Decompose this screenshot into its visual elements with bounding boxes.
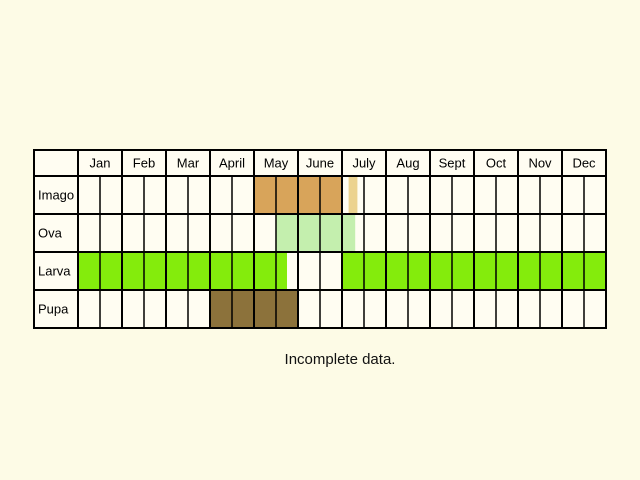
month-label: Mar [177,156,200,171]
stage-fill-imago [348,176,358,214]
month-label: Aug [396,156,419,171]
month-label: Jan [90,156,111,171]
month-label: Nov [528,156,552,171]
month-label: May [264,156,289,171]
stage-label-pupa: Pupa [38,302,69,317]
stage-fill-larva [78,252,287,290]
month-label: April [219,156,245,171]
footnote: Incomplete data. [284,351,396,368]
month-label: Feb [133,156,155,171]
month-label: Oct [486,156,507,171]
stage-label-ova: Ova [38,226,63,241]
stage-label-larva: Larva [38,264,71,279]
month-label: Sept [439,156,466,171]
month-label: June [306,156,334,171]
month-label: Dec [572,156,596,171]
stage-fill-ova [276,214,356,252]
table-border [33,149,607,329]
stage-label-imago: Imago [38,188,74,203]
month-label: July [352,156,376,171]
